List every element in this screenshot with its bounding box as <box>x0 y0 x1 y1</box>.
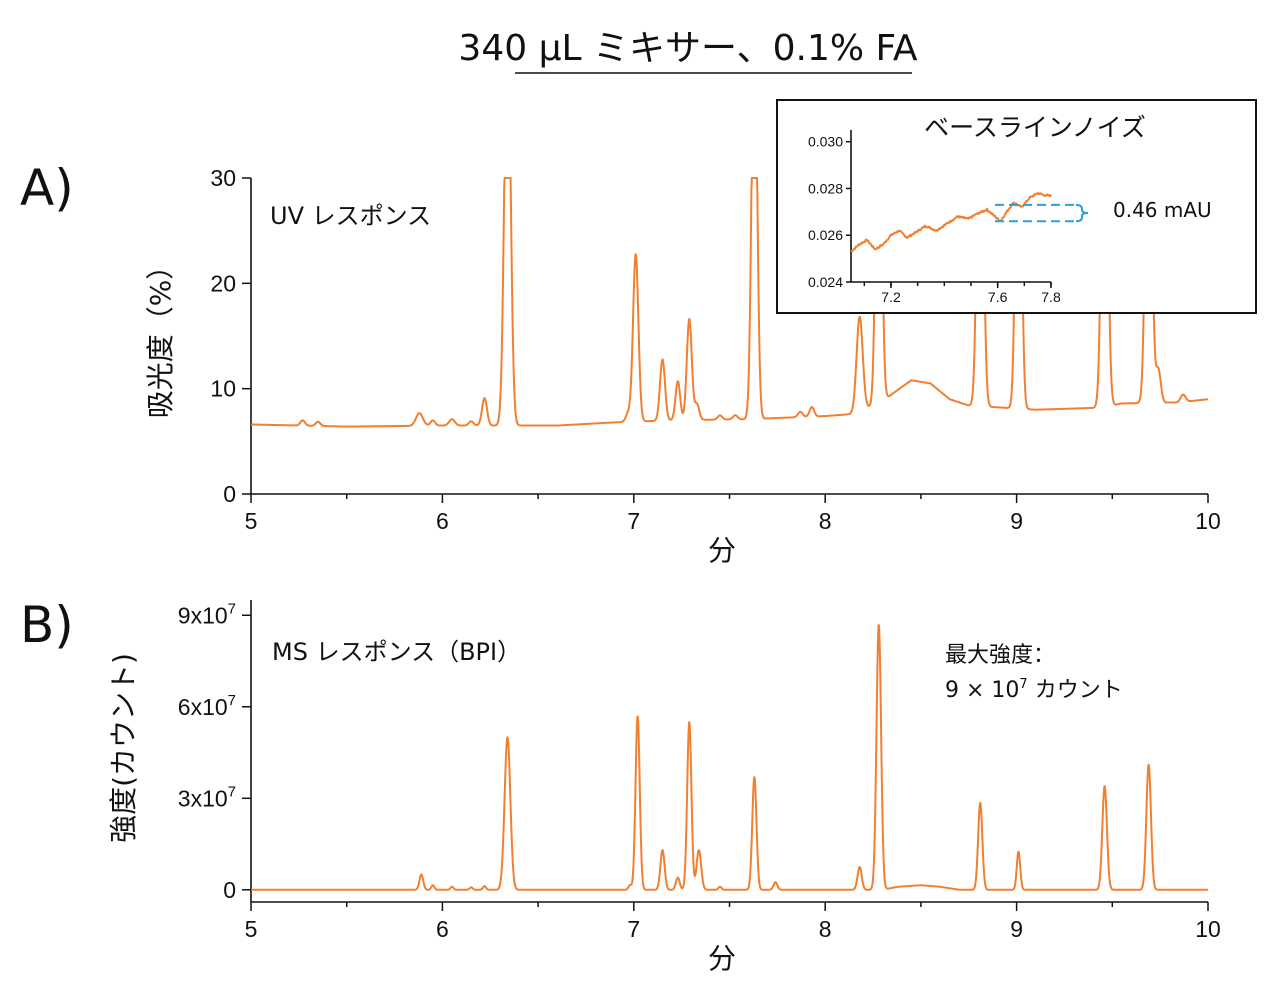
inset-axes: 0.024 0.026 0.028 0.030 7.2 7.6 7.8 <box>808 130 1061 305</box>
inset-y-tick-label: 0.028 <box>808 180 843 196</box>
inset-y-tick-label: 0.030 <box>808 134 843 150</box>
inset-x-tick-label: 7.8 <box>1041 289 1061 305</box>
panel-a-axes: 5 6 7 8 9 10 0 10 20 30 <box>210 165 1220 534</box>
x-tick-label: 10 <box>1195 916 1221 942</box>
y-tick-label: 10 <box>210 376 236 402</box>
max-intensity-label-line1: 最大強度： <box>945 643 1055 668</box>
x-tick-label: 6 <box>436 916 449 942</box>
figure-title: 340 µL ミキサー、0.1% FA <box>458 28 918 69</box>
y-tick-label: 0 <box>223 481 236 507</box>
panel-a-ylabel: 吸光度（%） <box>144 252 177 419</box>
ms-trace <box>250 624 1209 891</box>
noise-band <box>995 203 1089 223</box>
y-tick-label: 9x107 <box>178 600 236 628</box>
panel-b-label: B) <box>20 596 74 654</box>
y-tick-label: 0 <box>223 877 236 903</box>
inset-x-tick-label: 7.6 <box>988 289 1008 305</box>
x-tick-label: 6 <box>436 508 449 534</box>
panel-a-annotation: UV レスポンス <box>270 202 431 230</box>
y-tick-label: 20 <box>210 270 236 296</box>
x-tick-label: 10 <box>1195 508 1221 534</box>
max-intensity-suffix: カウント <box>1028 678 1123 703</box>
inset-frame <box>776 99 1257 314</box>
panel-b-xlabel: 分 <box>708 942 736 975</box>
y-tick-label-base: 6x10 <box>178 694 228 720</box>
y-tick-label-base: 0 <box>223 877 236 903</box>
panel-a-xlabel: 分 <box>708 534 736 567</box>
y-tick-label-exp: 7 <box>228 783 236 800</box>
x-tick-label: 7 <box>627 508 640 534</box>
y-tick-label: 3x107 <box>178 783 236 811</box>
x-tick-label: 5 <box>245 916 258 942</box>
panel-b-annotation: MS レスポンス（BPI） <box>272 638 521 666</box>
inset-y-tick-label: 0.024 <box>808 274 843 290</box>
max-intensity-prefix: 9 × 10 <box>945 678 1019 703</box>
x-tick-label: 9 <box>1010 916 1023 942</box>
x-tick-label: 8 <box>819 508 832 534</box>
y-tick-label-exp: 7 <box>228 600 236 617</box>
y-tick-label-base: 3x10 <box>178 785 228 811</box>
noise-brace <box>1075 203 1089 223</box>
panel-a-label: A) <box>20 159 74 217</box>
y-tick-label-exp: 7 <box>228 692 236 709</box>
inset-title: ベースラインノイズ <box>924 113 1146 142</box>
noise-label: 0.46 mAU <box>1113 198 1212 222</box>
y-tick-label: 30 <box>210 165 236 191</box>
max-intensity-exp: 7 <box>1019 677 1027 692</box>
y-tick-label-base: 9x10 <box>178 602 228 628</box>
x-tick-label: 7 <box>627 916 640 942</box>
inset-y-tick-label: 0.026 <box>808 227 843 243</box>
x-tick-label: 8 <box>819 916 832 942</box>
x-tick-label: 9 <box>1010 508 1023 534</box>
panel-b-ylabel: 強度(カウント) <box>107 653 140 843</box>
x-tick-label: 5 <box>245 508 258 534</box>
y-tick-label: 6x107 <box>178 692 236 720</box>
inset-x-tick-label: 7.2 <box>881 289 901 305</box>
uv-trace <box>250 177 1209 428</box>
panel-a: A) UV レスポンス 吸光度（%） 分 5 6 7 8 9 10 0 10 20 30 <box>20 159 1221 567</box>
panel-b: B) MS レスポンス（BPI） 最大強度： 9 × 107 カウント 強度(カ… <box>20 596 1221 975</box>
max-intensity-label-line2: 9 × 107 カウント <box>945 677 1123 703</box>
